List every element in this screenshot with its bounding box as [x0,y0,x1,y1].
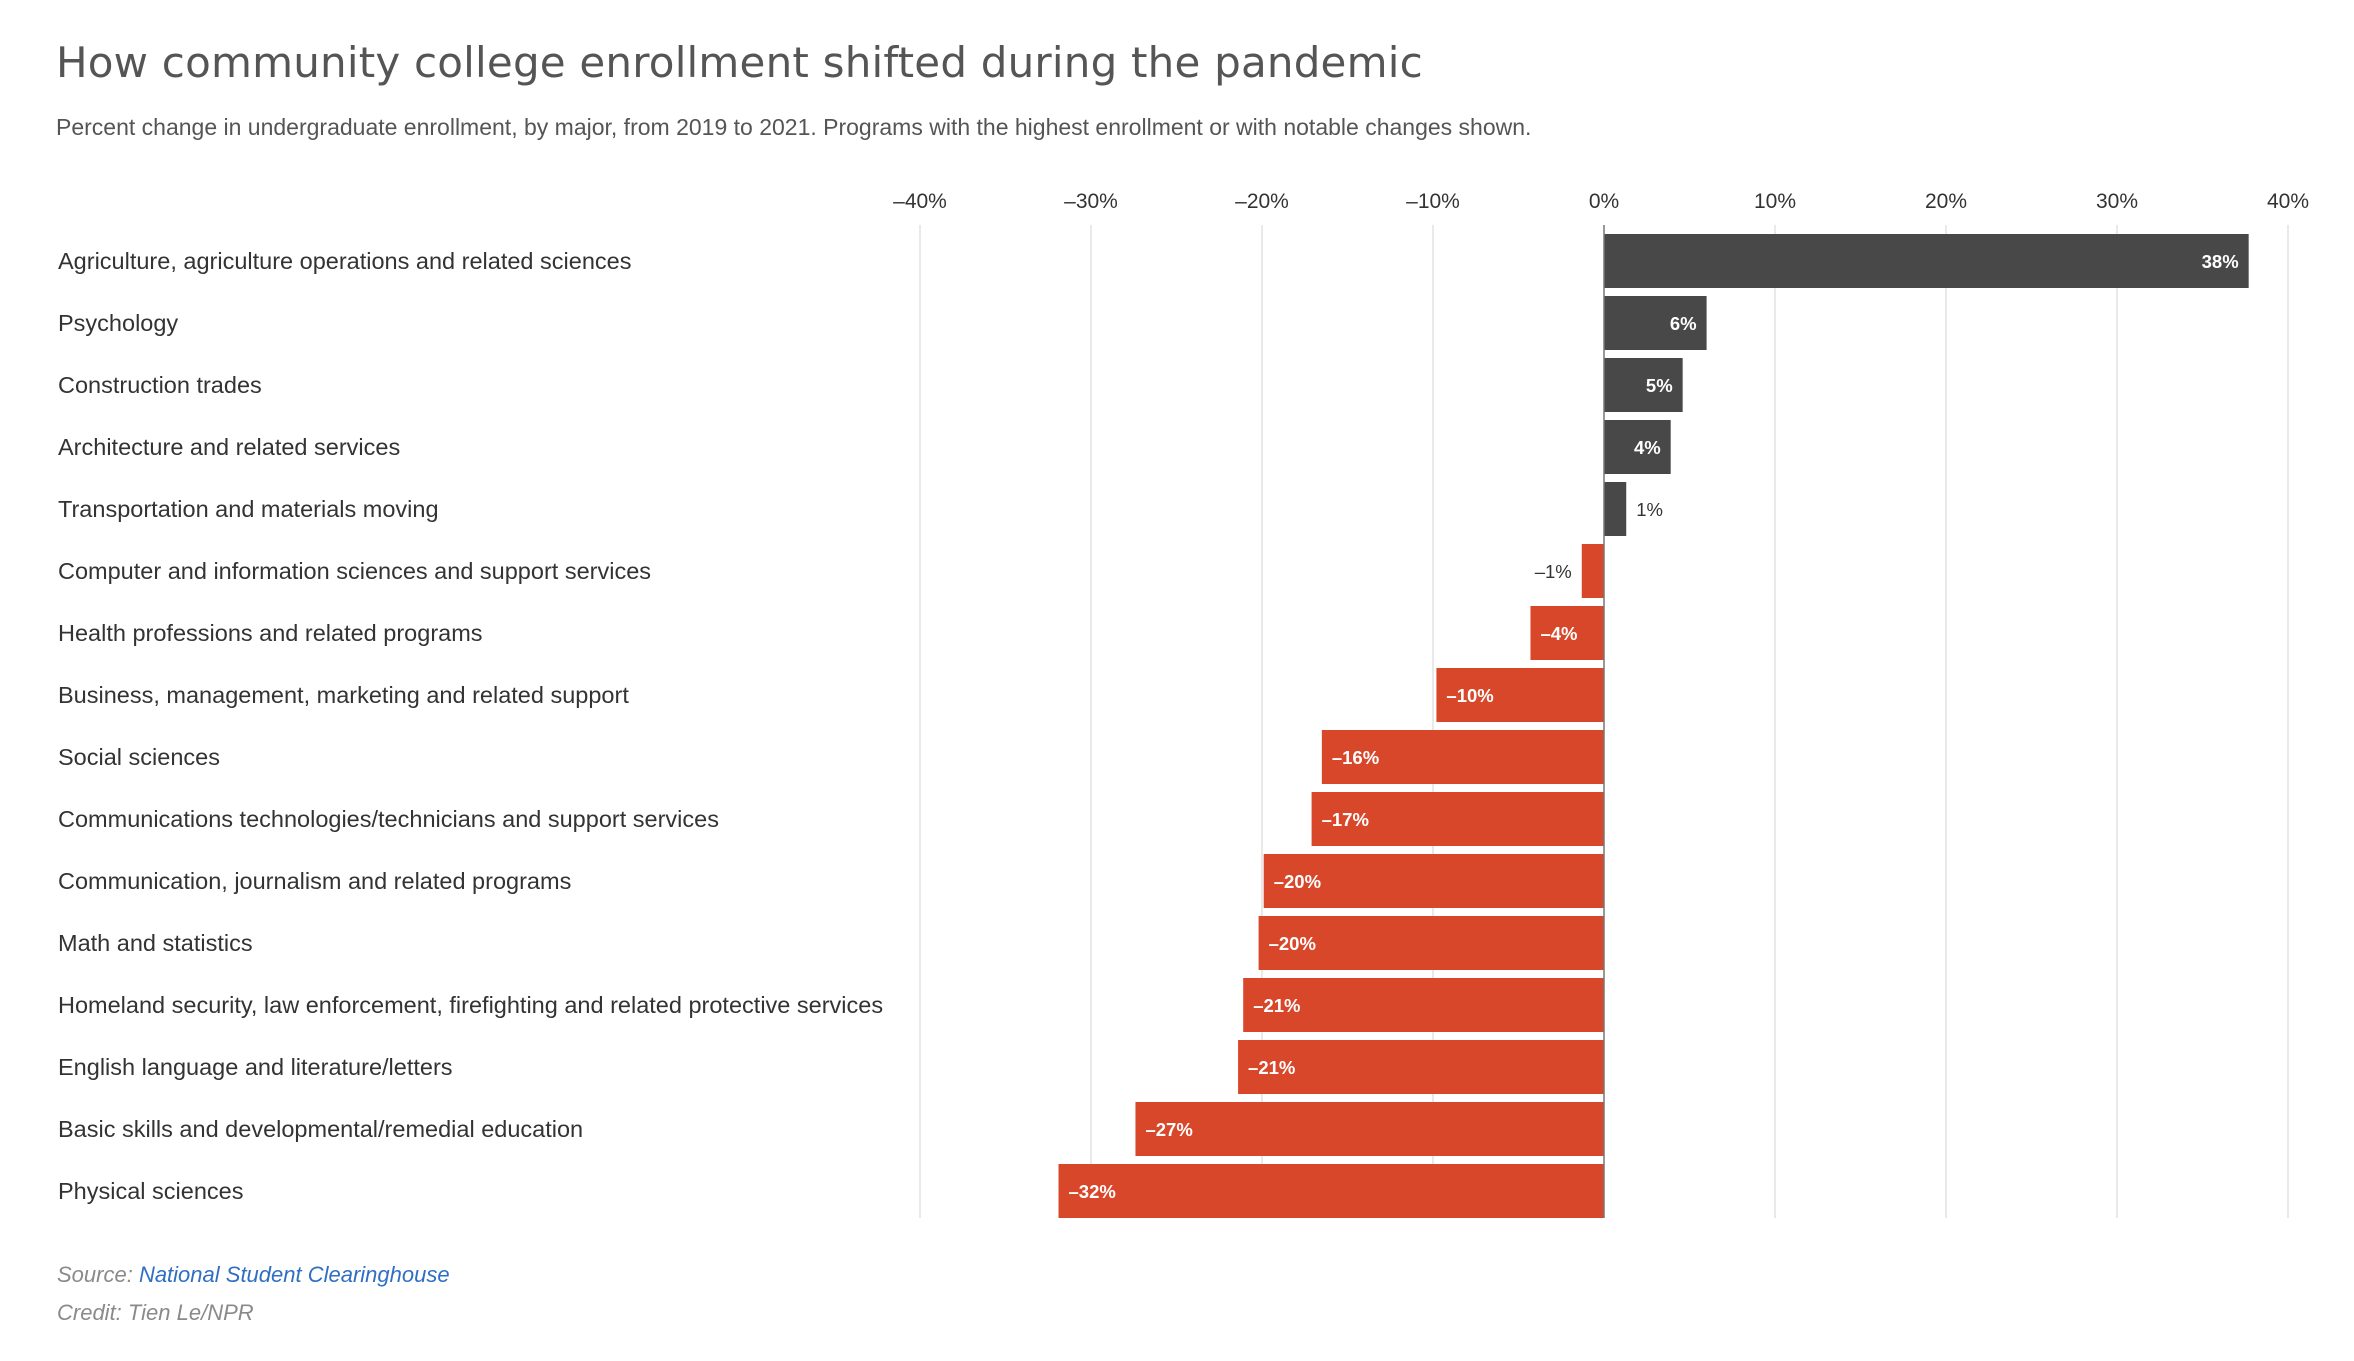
bar [1258,916,1604,970]
category-label: Math and statistics [58,930,253,956]
data-label: –16% [1332,747,1379,768]
x-tick-label: –20% [1235,190,1289,213]
x-tick-label: 30% [2096,190,2138,213]
x-tick-label: –40% [893,190,947,213]
data-label: 38% [2202,251,2239,272]
bar [1243,978,1604,1032]
bar [1604,234,2249,288]
bars [1058,234,2249,1218]
data-label: –20% [1269,933,1316,954]
category-label: Agriculture, agriculture operations and … [58,248,631,274]
bar [1604,296,1707,350]
category-label: Business, management, marketing and rela… [58,682,629,708]
data-label: –20% [1274,871,1321,892]
category-label: Construction trades [58,372,262,398]
bar [1058,1164,1604,1218]
data-labels: 38% 6% 5% 4% 1% –1% –4% –10% –16% –17% –20% –20% –21… [1069,251,2239,1202]
source-prefix: Source: [57,1262,139,1287]
data-label: 4% [1634,437,1661,458]
data-label: –10% [1446,685,1493,706]
category-label: Computer and information sciences and su… [58,558,651,584]
x-tick-label: –10% [1406,190,1460,213]
bar [1436,668,1604,722]
category-label: Transportation and materials moving [58,496,439,522]
bar [1263,854,1604,908]
x-tick-label: 10% [1754,190,1796,213]
bar [1581,544,1604,598]
bar [1604,482,1627,536]
data-label: 1% [1636,499,1663,520]
category-label: English language and literature/letters [58,1054,453,1080]
category-label: Architecture and related services [58,434,400,460]
data-label: –27% [1145,1119,1192,1140]
chart-subtitle: Percent change in undergraduate enrollme… [56,114,1532,140]
category-label: Communications technologies/technicians … [58,806,719,832]
chart-title: How community college enrollment shifted… [56,38,1423,87]
bar [1321,730,1604,784]
bar [1604,358,1683,412]
data-label: 5% [1646,375,1673,396]
bar [1238,1040,1604,1094]
category-label: Communication, journalism and related pr… [58,868,571,894]
category-label: Social sciences [58,744,220,770]
category-labels: Agriculture, agriculture operations and … [58,248,883,1204]
bar [1311,792,1604,846]
bar [1530,606,1604,660]
x-axis-ticks: –40% –30% –20% –10% 0% 10% 20% 30% 40% [893,190,2309,213]
category-label: Homeland security, law enforcement, fire… [58,992,883,1018]
x-tick-label: –30% [1064,190,1118,213]
source-line: Source: National Student Clearinghouse [57,1262,450,1288]
data-label: –1% [1535,561,1572,582]
data-label: –17% [1322,809,1369,830]
data-label: –21% [1253,995,1300,1016]
x-tick-label: 40% [2267,190,2309,213]
x-tick-label: 20% [1925,190,1967,213]
category-label: Physical sciences [58,1178,243,1204]
data-label: 6% [1670,313,1697,334]
bar [1604,420,1671,474]
x-tick-label: 0% [1589,190,1619,213]
source-link[interactable]: National Student Clearinghouse [138,1262,450,1287]
bar [1135,1102,1604,1156]
credit-line: Credit: Tien Le/NPR [57,1300,254,1325]
data-label: –32% [1069,1181,1116,1202]
category-label: Psychology [58,310,178,336]
data-label: –4% [1540,623,1577,644]
data-label: –21% [1248,1057,1295,1078]
category-label: Basic skills and developmental/remedial … [58,1116,583,1142]
category-label: Health professions and related programs [58,620,483,646]
